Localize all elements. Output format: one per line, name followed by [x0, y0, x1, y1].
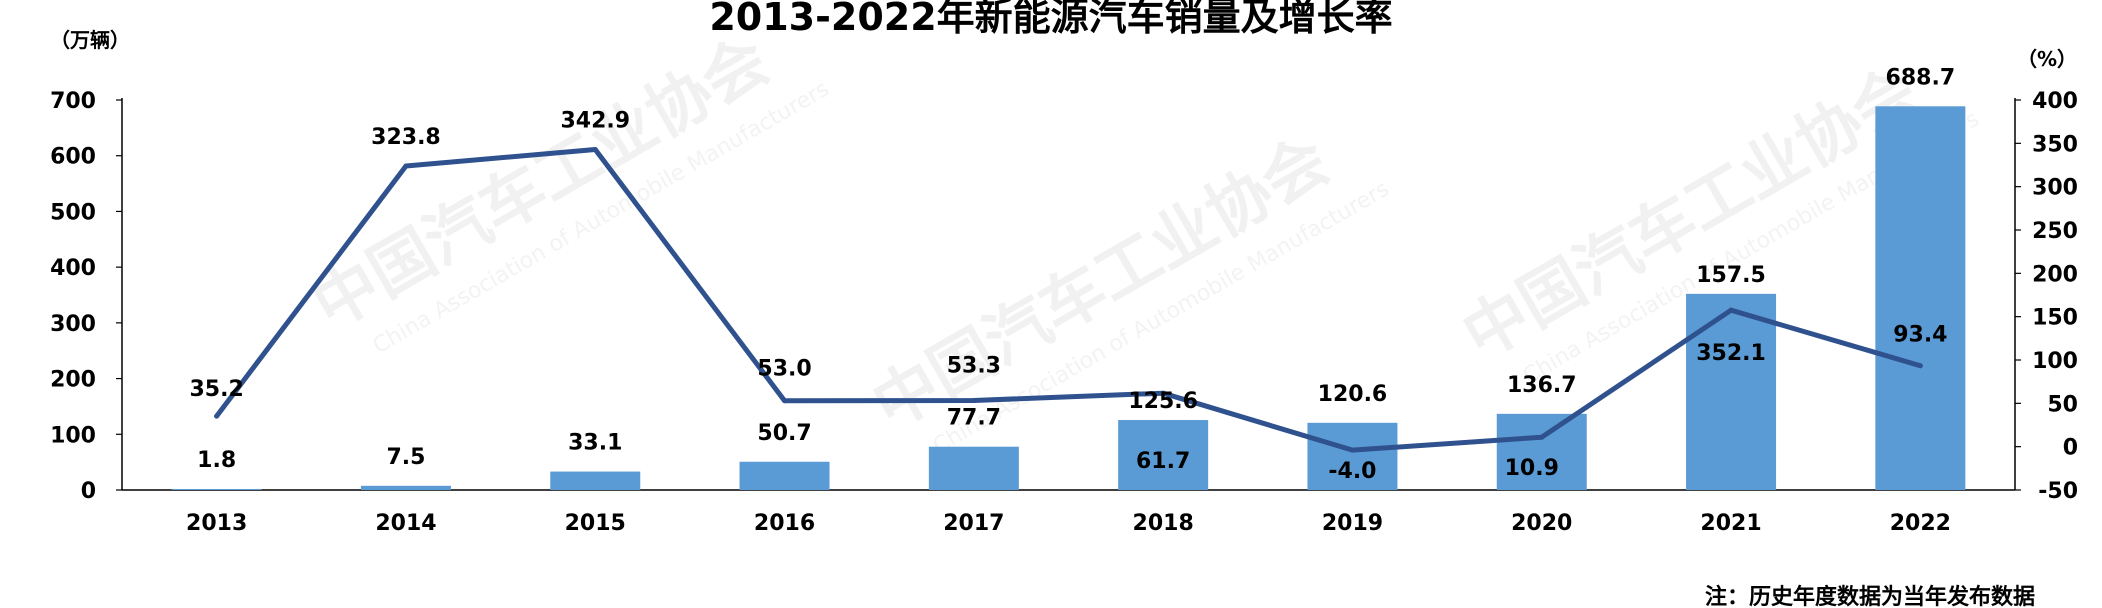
- right-axis-unit: （%）: [2017, 47, 2077, 71]
- right-axis-tick-label: 300: [2032, 176, 2078, 201]
- line-point: [1160, 390, 1166, 396]
- x-axis-tick-label: 2016: [754, 511, 815, 536]
- x-axis-tick-label: 2018: [1133, 511, 1194, 536]
- line-point: [1917, 363, 1923, 369]
- left-axis-tick-label: 500: [50, 200, 96, 225]
- footnote: 注：历史年度数据为当年发布数据: [1705, 584, 2035, 608]
- right-axis-tick-label: 400: [2032, 89, 2078, 114]
- line-value-label: 35.2: [190, 377, 244, 402]
- line-point: [214, 413, 220, 419]
- line-point: [1349, 447, 1355, 453]
- x-axis-tick-label: 2017: [943, 511, 1004, 536]
- right-axis-tick-label: 350: [2032, 132, 2078, 157]
- left-axis-tick-label: 600: [50, 145, 96, 170]
- x-axis-tick-label: 2013: [186, 511, 247, 536]
- x-axis-tick-label: 2015: [565, 511, 626, 536]
- left-axis-tick-label: 700: [50, 89, 96, 114]
- line-value-label: 10.9: [1505, 456, 1559, 481]
- line-point: [971, 397, 977, 403]
- left-axis-unit: （万辆）: [50, 28, 130, 52]
- bar-value-label: 77.7: [947, 406, 1001, 431]
- bar: [928, 446, 1019, 490]
- bar-value-label: 688.7: [1886, 65, 1956, 90]
- x-axis-tick-label: 2020: [1511, 511, 1572, 536]
- left-axis-tick-label: 0: [81, 479, 96, 504]
- line-value-label: 342.9: [560, 108, 630, 133]
- right-axis-tick-label: 150: [2032, 306, 2078, 331]
- bar: [1118, 420, 1209, 490]
- watermark-text: 中国汽车工业协会: [301, 24, 781, 344]
- right-axis-tick-label: 100: [2032, 349, 2078, 374]
- growth-line: [214, 146, 1923, 453]
- axes: 0 100 200 300 400 500 600 700 -50 0 50 100 150 200 250…: [50, 89, 2078, 536]
- bar: [171, 488, 262, 490]
- line-value-label: 61.7: [1136, 449, 1190, 474]
- line-value-label: 157.5: [1696, 263, 1766, 288]
- left-axis-tick-label: 100: [50, 423, 96, 448]
- right-axis-tick-label: 50: [2047, 392, 2078, 417]
- left-axis-tick-label: 300: [50, 312, 96, 337]
- line-value-label: 53.0: [757, 357, 811, 382]
- line-value-label: 53.3: [947, 353, 1001, 378]
- left-axis-tick-label: 200: [50, 368, 96, 393]
- right-axis-tick-label: 200: [2032, 262, 2078, 287]
- bar-series: [171, 106, 1966, 490]
- bar: [550, 471, 641, 490]
- bar: [360, 485, 451, 490]
- data-labels: 1.8 7.5 33.1 50.7 77.7 125.6 120.6 136.7 352.1 68…: [190, 65, 1956, 484]
- line-value-label: 323.8: [371, 125, 441, 150]
- chart-title: 2013-2022年新能源汽车销量及增长率: [709, 0, 1392, 39]
- x-axis-tick-label: 2014: [375, 511, 436, 536]
- bar-value-label: 125.6: [1128, 389, 1198, 414]
- x-axis-tick-label: 2021: [1700, 511, 1761, 536]
- line-value-label: 93.4: [1893, 323, 1947, 348]
- right-axis-tick-label: 0: [2063, 436, 2078, 461]
- bar-value-label: 50.7: [757, 421, 811, 446]
- bar: [1496, 413, 1587, 490]
- bar-value-label: 7.5: [386, 445, 425, 470]
- bar: [1875, 106, 1966, 490]
- right-axis-tick-label: 250: [2032, 219, 2078, 244]
- x-axis-tick-label: 2022: [1890, 511, 1951, 536]
- line-point: [782, 398, 788, 404]
- bar: [739, 461, 830, 490]
- line-point: [403, 163, 409, 169]
- line-point: [1539, 434, 1545, 440]
- bar-value-label: 33.1: [568, 431, 622, 456]
- line-point: [1728, 307, 1734, 313]
- bar-value-label: 120.6: [1318, 382, 1388, 407]
- bar-value-label: 352.1: [1696, 341, 1766, 366]
- bar-value-label: 136.7: [1507, 373, 1577, 398]
- bar: [1307, 422, 1398, 490]
- line-value-label: -4.0: [1328, 459, 1376, 484]
- line-series: [214, 146, 1923, 453]
- bar: [1686, 293, 1777, 490]
- bar-value-label: 1.8: [197, 448, 236, 473]
- right-axis-tick-label: -50: [2038, 479, 2078, 504]
- left-axis-tick-label: 400: [50, 256, 96, 281]
- line-point: [592, 146, 598, 152]
- x-axis-tick-label: 2019: [1322, 511, 1383, 536]
